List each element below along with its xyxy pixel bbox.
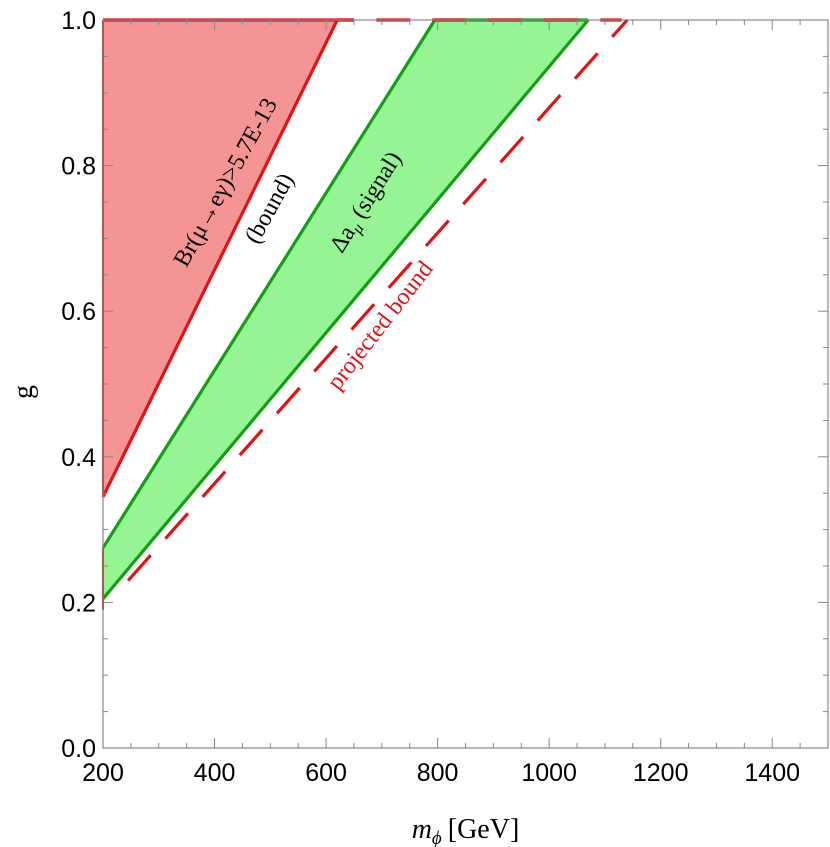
y-tick-label: 0.2	[61, 589, 96, 617]
x-tick-label: 200	[82, 759, 124, 787]
y-tick-label: 1.0	[61, 7, 96, 35]
x-axis-symbol-subscript: ϕ	[432, 828, 442, 847]
projected-bound-line	[126, 18, 629, 582]
y-tick-label: 0.0	[61, 735, 96, 763]
x-tick-label: 800	[417, 759, 459, 787]
x-tick-label: 600	[305, 759, 347, 787]
regions-layer	[101, 18, 629, 610]
x-tick-label: 1400	[744, 759, 800, 787]
x-tick-label: 1000	[521, 759, 577, 787]
x-axis: 200 400 600 800 1000 1200 1400	[82, 20, 801, 787]
x-tick-label: 1200	[633, 759, 689, 787]
y-axis-title: g	[8, 385, 39, 399]
y-tick-label: 0.8	[61, 153, 96, 181]
delta-a-mu-lower-edge	[101, 18, 590, 600]
x-axis-unit: [GeV]	[448, 814, 520, 845]
delta-a-mu-upper-edge	[101, 19, 437, 549]
x-axis-symbol: m	[412, 814, 432, 845]
x-tick-label: 400	[194, 759, 236, 787]
y-axis: 0.0 0.2 0.4 0.6 0.8 1.0	[61, 7, 828, 763]
y-tick-label: 0.4	[61, 444, 96, 472]
y-tick-label: 0.6	[61, 298, 96, 326]
x-axis-title: mϕ [GeV]	[412, 814, 520, 847]
